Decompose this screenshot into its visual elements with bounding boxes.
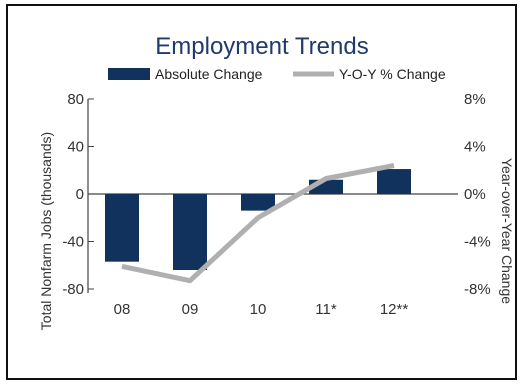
bar-absolute-change (173, 194, 207, 270)
x-tick-label: 12** (380, 301, 409, 318)
y-right-tick-label: 8% (464, 91, 486, 108)
y-left-tick-label: 40 (67, 139, 84, 156)
line-yoy-change (121, 163, 395, 284)
plot-area: 80 40 0 -40 -80 8% 4% 0% -4% -8% 08 09 10 11* 12** (62, 91, 490, 318)
y-right-tick-label: 0% (464, 186, 486, 203)
y-left-tick-label: -40 (62, 234, 84, 251)
y-left-tick-label: 80 (67, 91, 84, 108)
bar-absolute-change (241, 194, 275, 211)
y-axis-left-label: Total Nonfarm Jobs (thousands) (38, 132, 54, 330)
y-left-tick-label: 0 (76, 186, 84, 203)
legend-label-bars: Absolute Change (155, 66, 263, 82)
bar-absolute-change (377, 169, 411, 194)
x-tick-label: 08 (114, 301, 131, 318)
chart-title: Employment Trends (155, 33, 368, 60)
legend-label-line: Y-O-Y % Change (339, 66, 446, 82)
x-tick-label: 09 (182, 301, 199, 318)
legend-swatch-bars (108, 68, 150, 80)
chart-frame: Employment Trends Absolute Change Y-O-Y … (6, 4, 517, 380)
y-left-tick-label: -80 (62, 281, 84, 298)
employment-trends-chart: Employment Trends Absolute Change Y-O-Y … (38, 33, 515, 330)
x-tick-label: 10 (250, 301, 267, 318)
y-right-tick-label: -8% (464, 281, 491, 298)
bar-absolute-change (105, 194, 139, 262)
y-right-tick-label: 4% (464, 139, 486, 156)
y-axis-right-label: Year-over-Year Change (499, 158, 515, 304)
x-tick-label: 11* (315, 301, 337, 318)
y-right-tick-label: -4% (464, 234, 491, 251)
